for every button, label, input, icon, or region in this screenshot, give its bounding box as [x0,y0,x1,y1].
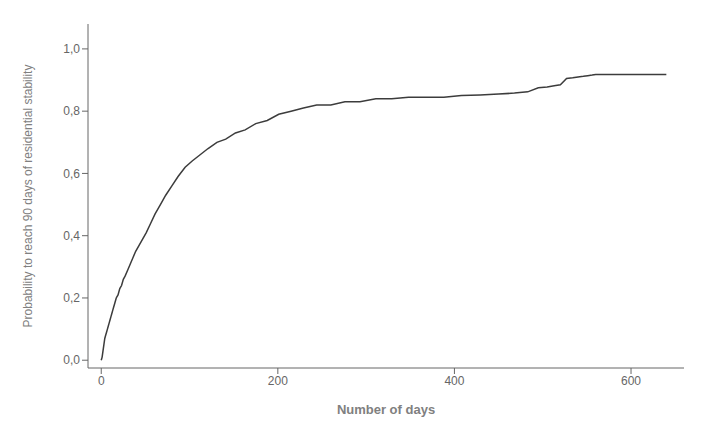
svg-text:1,0: 1,0 [63,42,80,56]
svg-text:Number of days: Number of days [337,402,435,417]
svg-text:0,4: 0,4 [63,229,80,243]
svg-text:400: 400 [444,374,464,388]
svg-text:0,8: 0,8 [63,104,80,118]
svg-text:0,6: 0,6 [63,167,80,181]
svg-text:0: 0 [98,374,105,388]
svg-text:0,2: 0,2 [63,291,80,305]
svg-text:200: 200 [268,374,288,388]
svg-text:0,0: 0,0 [63,353,80,367]
svg-text:600: 600 [621,374,641,388]
svg-text:Probability to reach 90 days o: Probability to reach 90 days of resident… [21,65,35,328]
